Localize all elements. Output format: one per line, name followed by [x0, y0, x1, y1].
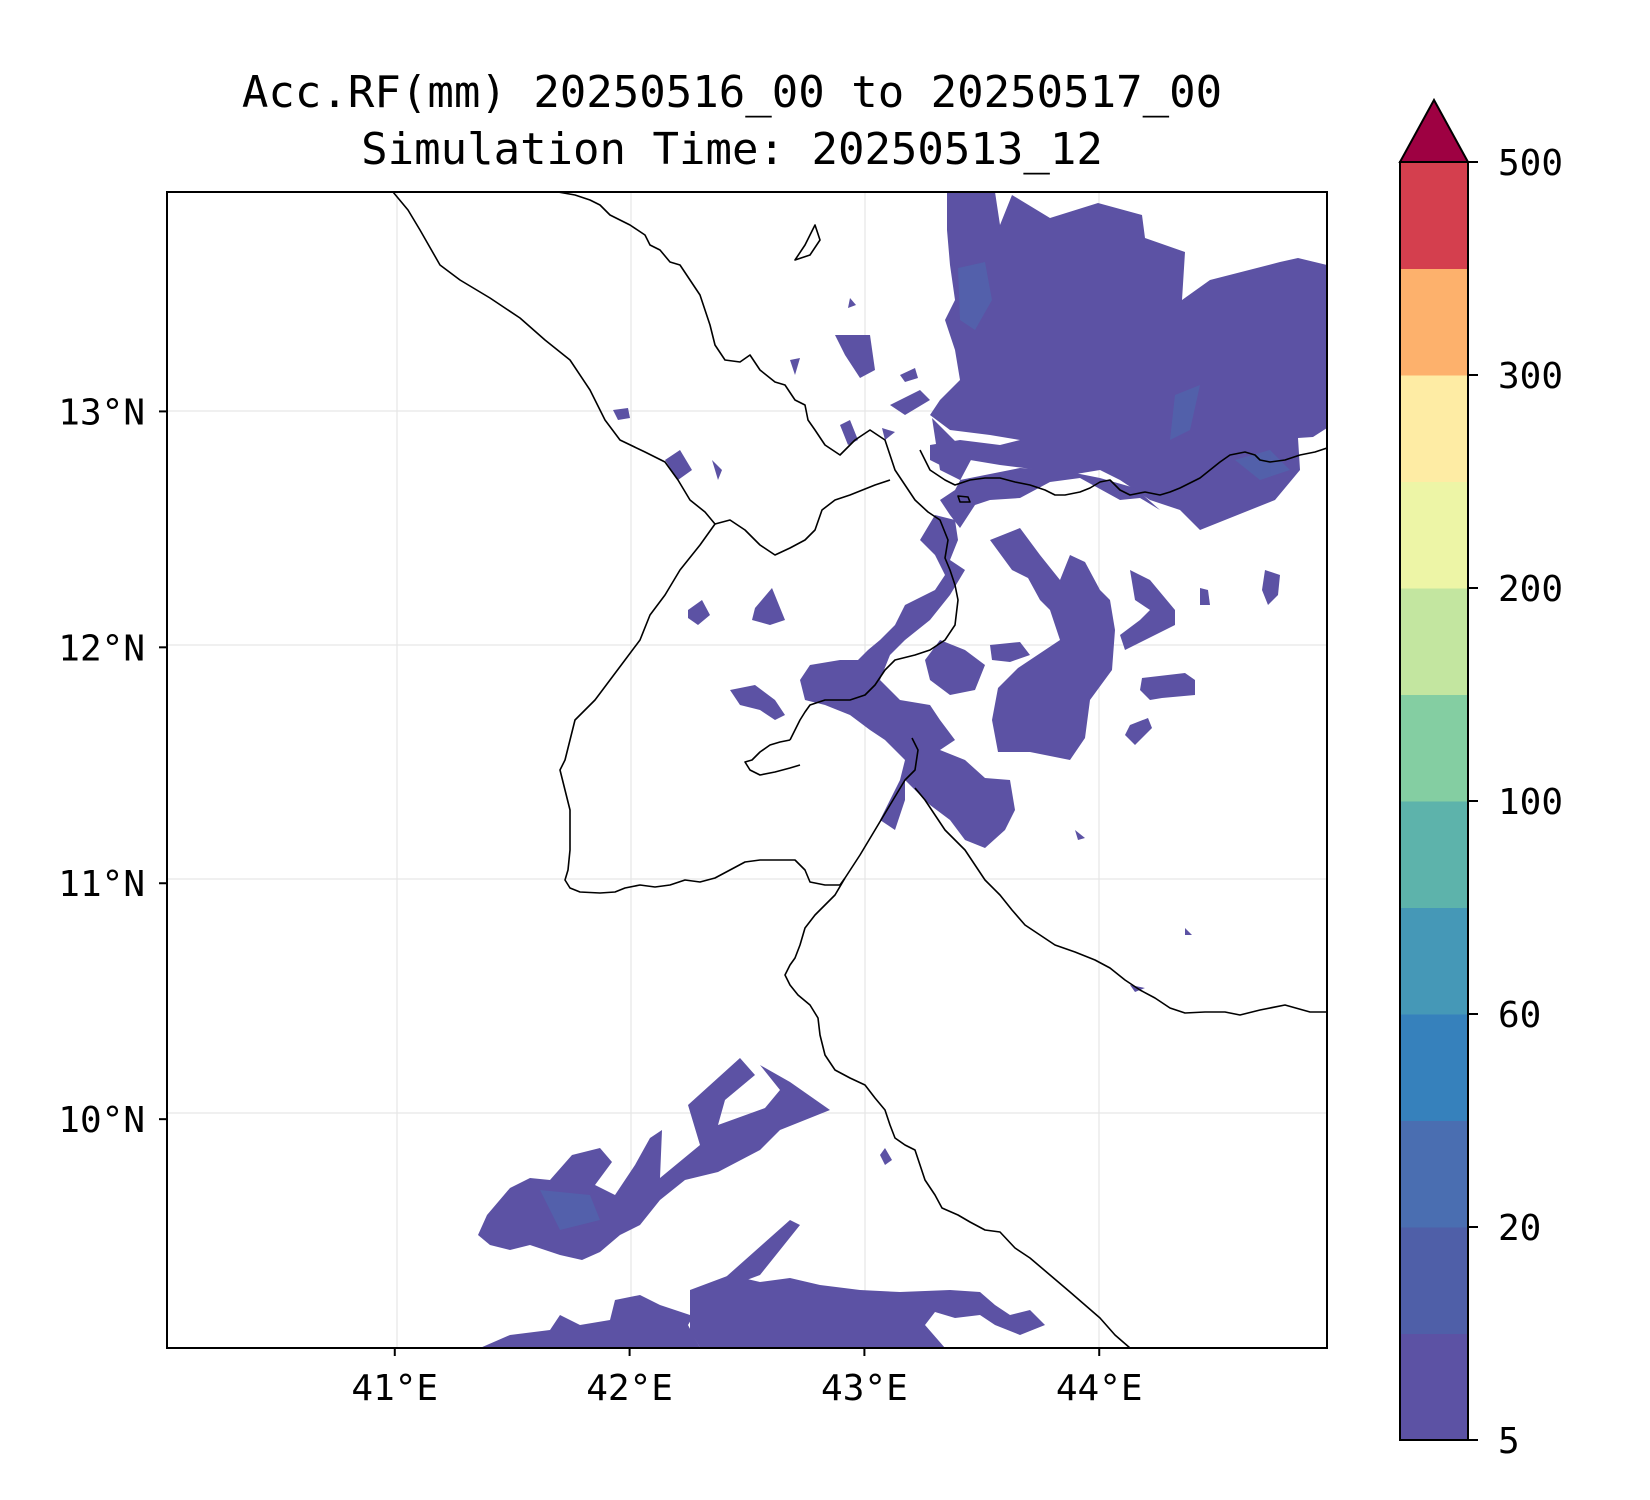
rain-area-north-6 — [882, 428, 895, 440]
rain-area-north-7 — [848, 298, 856, 308]
coastline-africa-horn — [914, 787, 1327, 1016]
colorbar-segment — [1400, 801, 1468, 908]
rain-area-heavier-1 — [958, 262, 992, 330]
rain-area-central-east — [925, 640, 985, 695]
rainfall-areas — [478, 192, 1327, 1348]
rainfall-areas-heavier — [540, 262, 1290, 1230]
rain-area-ridge-east — [990, 528, 1115, 760]
x-tick-label: 41°E — [351, 1368, 438, 1409]
border-djibouti-west — [559, 523, 846, 894]
rain-area-south-dot — [880, 1148, 892, 1165]
rain-area-north-1 — [835, 335, 875, 378]
x-tick-label: 44°E — [1056, 1368, 1143, 1409]
map-panel — [167, 192, 1327, 1348]
rain-area-south-center — [480, 1220, 800, 1348]
rain-area-south-east-dot-3 — [1185, 928, 1192, 935]
rain-area-west-blob-1 — [730, 685, 785, 720]
colorbar-segment — [1400, 1333, 1468, 1441]
colorbar-segment — [1400, 481, 1468, 589]
colorbar-tick-label: 500 — [1498, 143, 1563, 184]
rain-area-north-3 — [665, 450, 692, 480]
x-tick-label: 43°E — [821, 1368, 908, 1409]
border-eritrea-ethiopia — [714, 479, 891, 556]
y-tick-label: 10°N — [58, 1100, 145, 1141]
colorbar-ticks: 5 20 60 100 200 300 500 — [1468, 143, 1563, 1462]
colorbar-segments — [1400, 162, 1468, 1441]
rain-area-west-blob-2 — [752, 588, 785, 625]
rain-area-north-5 — [840, 420, 858, 445]
y-tick-label: 13°N — [58, 392, 145, 433]
rain-area-north-4 — [613, 408, 630, 420]
colorbar-segment — [1400, 1120, 1468, 1228]
coastline-djibouti-gulf — [744, 739, 801, 776]
colorbar: 5 20 60 100 200 300 500 — [1398, 97, 1563, 1462]
map-frame — [166, 191, 1328, 1349]
y-tick-label: 11°N — [58, 864, 145, 905]
coastline-red-sea-west — [392, 192, 716, 525]
title-line-2: Simulation Time: 20250513_12 — [361, 124, 1103, 175]
y-tick-label: 12°N — [58, 628, 145, 669]
rain-area-north-9 — [712, 460, 722, 480]
rain-area-north-10 — [900, 368, 918, 382]
colorbar-segment — [1400, 1014, 1468, 1121]
rain-area-heavier-4 — [540, 1190, 600, 1230]
axis-ticks: 41°E 42°E 43°E 44°E 13°N 12°N 11°N 10°N — [58, 392, 1142, 1409]
rain-area-northeast — [930, 192, 1327, 530]
border-ethiopia-somalia — [784, 877, 1131, 1348]
colorbar-tick-label: 100 — [1498, 782, 1563, 823]
colorbar-tick-label: 60 — [1498, 995, 1541, 1036]
coastline-gulf-of-aden-east — [919, 447, 1327, 496]
coastline-bab-el-mandeb-islands — [794, 224, 821, 261]
colorbar-tick-label: 5 — [1498, 1421, 1520, 1462]
rain-area-west-blob-3 — [688, 600, 710, 625]
rain-area-central-oval — [990, 642, 1030, 662]
rain-area-northeast-coast — [932, 418, 1160, 528]
coastline-red-sea-east — [557, 192, 959, 741]
colorbar-segment — [1400, 162, 1468, 269]
colorbar-segment — [1400, 375, 1468, 482]
rain-area-south-east-dot — [1075, 830, 1085, 840]
coastline-perim-island — [957, 495, 971, 503]
rain-area-east-blob — [1140, 673, 1195, 700]
x-tick-label: 42°E — [586, 1368, 673, 1409]
rain-area-north-2 — [890, 390, 930, 415]
rain-area-far-east-2 — [1200, 588, 1210, 605]
rain-area-east-arm — [1120, 570, 1175, 650]
rain-area-north-8 — [790, 358, 800, 375]
rain-area-south-west — [478, 1058, 830, 1260]
colorbar-segment — [1400, 268, 1468, 376]
rain-area-far-east-1 — [1262, 570, 1280, 605]
title-line-1: Acc.RF(mm) 20250516_00 to 20250517_00 — [242, 67, 1222, 118]
rain-area-south-bottom — [690, 1275, 1045, 1348]
rain-area-central-strip — [800, 515, 1015, 848]
colorbar-segment — [1400, 907, 1468, 1015]
colorbar-segment — [1400, 694, 1468, 802]
colorbar-extend-arrow — [1398, 97, 1470, 163]
colorbar-tick-label: 200 — [1498, 569, 1563, 610]
border-ethiopia-somaliland — [844, 737, 919, 879]
colorbar-tick-label: 300 — [1498, 356, 1563, 397]
rain-area-east-dot — [1125, 718, 1152, 745]
colorbar-segment — [1400, 1227, 1468, 1334]
rain-area-heavier-2 — [1170, 385, 1200, 440]
colorbar-tick-label: 20 — [1498, 1208, 1541, 1249]
colorbar-segment — [1400, 588, 1468, 695]
rain-area-heavier-3 — [1235, 450, 1290, 480]
coastlines-borders — [392, 192, 1327, 1348]
